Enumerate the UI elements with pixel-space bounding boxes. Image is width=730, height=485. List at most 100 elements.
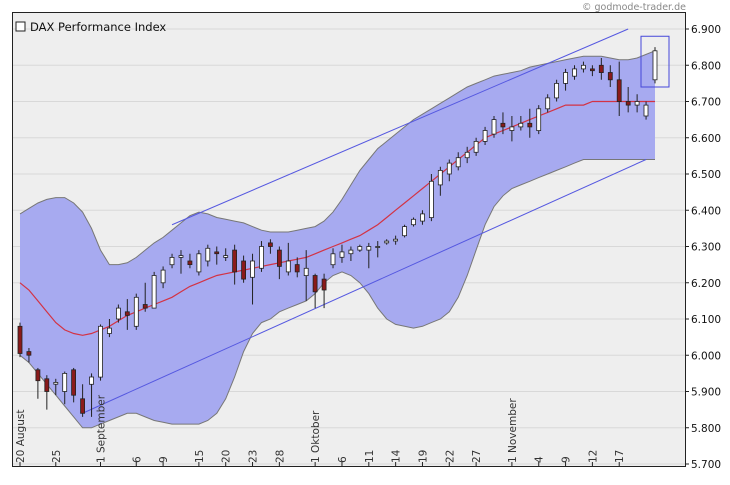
y-tick-label: 5.700: [691, 459, 721, 471]
candle-body: [169, 256, 175, 266]
candle-body: [536, 108, 542, 132]
candle: [581, 61, 586, 73]
candle: [62, 371, 68, 405]
candle: [35, 367, 41, 399]
candle: [124, 299, 130, 330]
candle: [473, 137, 479, 156]
candle-body: [581, 64, 586, 70]
candle: [232, 244, 238, 285]
x-axis: 20 August 25 1 September 6 9 15 20 23 28 1 Oktobe…: [15, 394, 626, 466]
y-tick-label: 6.600: [691, 133, 721, 145]
x-tick-label: 22: [444, 450, 456, 463]
x-tick-label: 28: [274, 450, 286, 463]
candle: [402, 224, 408, 238]
candle-body: [545, 97, 551, 110]
x-tick-label: 1 September: [95, 394, 107, 463]
candle: [98, 324, 103, 381]
candle: [393, 235, 399, 245]
x-tick-label: 20: [221, 450, 233, 463]
x-tick-label: 20 August: [15, 410, 27, 463]
candle: [214, 246, 220, 265]
candle-body: [53, 381, 59, 385]
y-tick-label: 6.900: [691, 24, 721, 36]
chart-title: DAX Performance Index: [30, 20, 166, 34]
x-tick-label: 9: [158, 456, 170, 463]
candlesticks: [17, 47, 658, 417]
candle-body: [267, 242, 273, 247]
candle: [312, 273, 318, 309]
x-tick-label: 1 Oktober: [310, 410, 322, 463]
moving-average-line: [19, 100, 655, 336]
candle: [482, 126, 488, 145]
x-tick-label: 1 November: [507, 398, 519, 463]
candle-body: [652, 50, 658, 81]
candle-body: [455, 157, 461, 168]
candle: [169, 253, 175, 269]
y-tick-label: 6.700: [691, 97, 721, 109]
candle: [187, 253, 193, 269]
candle-body: [259, 246, 264, 269]
candle-body: [482, 130, 488, 142]
candle: [276, 246, 282, 280]
candle-body: [294, 264, 300, 273]
candle-body: [643, 104, 649, 117]
candle-body: [17, 325, 23, 354]
candle: [616, 61, 622, 116]
candle: [625, 87, 631, 113]
y-tick-label: 6.200: [691, 278, 721, 290]
candle: [643, 101, 649, 120]
candle-body: [116, 307, 121, 320]
candle-body: [205, 247, 211, 262]
candle: [420, 210, 425, 225]
candle: [133, 293, 139, 330]
y-tick-label: 6.400: [691, 205, 721, 217]
candle: [500, 112, 506, 135]
candle: [339, 244, 345, 263]
candle-body: [616, 79, 622, 103]
candle-body: [572, 68, 577, 77]
candle-body: [62, 372, 68, 392]
candle-body: [446, 162, 452, 175]
candle: [357, 244, 363, 252]
candle-body: [232, 249, 238, 273]
candle-body: [303, 267, 309, 276]
candle: [509, 116, 515, 142]
candle-body: [402, 226, 408, 237]
y-tick-label: 6.100: [691, 314, 721, 326]
trendline-lower: [82, 159, 647, 414]
band-fill: [20, 50, 655, 428]
candle: [294, 257, 300, 278]
candle: [53, 378, 59, 396]
candle: [321, 273, 327, 309]
candle: [142, 282, 148, 312]
candle: [250, 253, 255, 305]
candle: [375, 241, 381, 258]
candle-body: [384, 240, 390, 244]
trend-lines: [82, 28, 647, 414]
candle: [563, 68, 568, 91]
candle-body: [151, 275, 157, 309]
candle-body: [330, 253, 336, 266]
legend-swatch: [15, 21, 26, 32]
candle-body: [527, 122, 533, 128]
candle-body: [321, 278, 327, 291]
candle: [366, 242, 372, 269]
candle: [17, 322, 23, 358]
candle: [44, 375, 50, 410]
moving-average: [19, 100, 655, 336]
candle: [303, 250, 309, 301]
candle-body: [473, 140, 479, 153]
candle: [411, 217, 416, 227]
candle-body: [464, 151, 470, 159]
candle-body: [625, 101, 631, 106]
candle: [518, 116, 524, 131]
candle-body: [491, 119, 497, 135]
candle: [598, 58, 604, 80]
candle: [384, 239, 390, 245]
x-tick-label: 17: [614, 450, 626, 463]
y-axis: 5.700 5.800 5.900 6.000 6.100 6.200 6.300 6.400…: [685, 24, 721, 471]
candle: [26, 348, 32, 363]
candle-body: [241, 260, 247, 280]
watermark: © godmode-trader.de: [582, 2, 686, 13]
